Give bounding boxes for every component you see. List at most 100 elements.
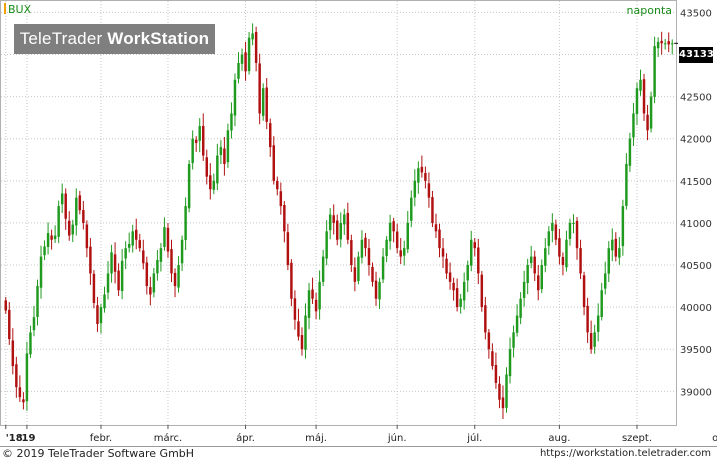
candle-up bbox=[385, 239, 388, 257]
candle-up bbox=[410, 197, 413, 221]
candle-up bbox=[60, 193, 64, 205]
candle-down bbox=[138, 240, 141, 249]
candle-down bbox=[89, 246, 92, 274]
candle-up bbox=[325, 231, 328, 259]
candle-down bbox=[11, 340, 15, 367]
candle-up bbox=[216, 155, 219, 184]
plot-area[interactable] bbox=[0, 0, 677, 426]
x-tick-label: júl. bbox=[466, 432, 482, 444]
candle-down bbox=[554, 224, 558, 240]
candle-up bbox=[635, 88, 639, 115]
candle-down bbox=[50, 235, 53, 240]
candle-up bbox=[152, 273, 156, 293]
candle-down bbox=[336, 220, 339, 240]
candle-down bbox=[582, 275, 586, 308]
candle-down bbox=[269, 123, 272, 148]
candle-down bbox=[371, 266, 374, 282]
candle-up bbox=[328, 214, 332, 231]
candle-up bbox=[656, 41, 660, 49]
candle-down bbox=[149, 287, 152, 295]
candle-down bbox=[484, 305, 487, 333]
y-tick-label: 43500 bbox=[680, 8, 712, 19]
candle-up bbox=[459, 298, 462, 307]
candle-up bbox=[53, 235, 57, 240]
candle-down bbox=[209, 175, 212, 190]
candle-up bbox=[607, 248, 610, 274]
candle-down bbox=[223, 148, 226, 164]
logo-bold-text: WorkStation bbox=[107, 29, 210, 48]
candle-up bbox=[103, 294, 106, 309]
candle-down bbox=[346, 212, 350, 240]
candle-down bbox=[265, 87, 268, 122]
candle-down bbox=[586, 305, 589, 333]
candle-down bbox=[258, 63, 261, 114]
copyright-text: © 2019 TeleTrader Software GmbH bbox=[2, 447, 195, 460]
candle-down bbox=[142, 250, 145, 264]
candle-down bbox=[113, 254, 117, 272]
interval-label[interactable]: naponta bbox=[626, 4, 672, 17]
candle-up bbox=[639, 79, 642, 91]
candle-up bbox=[226, 130, 230, 163]
candle-up bbox=[625, 163, 628, 206]
candle-down bbox=[431, 197, 434, 223]
y-tick-label: 42500 bbox=[680, 93, 712, 104]
candle-up bbox=[39, 256, 43, 288]
candle-up bbox=[628, 138, 632, 166]
candle-down bbox=[477, 247, 480, 274]
x-tick-label: máj. bbox=[305, 432, 327, 444]
candle-down bbox=[427, 183, 431, 198]
candle-down bbox=[491, 351, 494, 367]
candle-down bbox=[311, 289, 314, 299]
candle-down bbox=[18, 387, 22, 398]
candle-down bbox=[64, 193, 67, 219]
candle-up bbox=[596, 315, 600, 332]
candle-down bbox=[202, 125, 205, 156]
candle-down bbox=[244, 52, 247, 72]
candlestick-chart[interactable]: 39000 39500 40000 40500 41000 41500 42000 42500… bbox=[0, 0, 717, 446]
candle-down bbox=[96, 305, 99, 324]
candle-down bbox=[78, 195, 82, 211]
website-link[interactable]: https://workstation.teletrader.com bbox=[539, 448, 711, 459]
candle-up bbox=[36, 286, 39, 317]
candle-down bbox=[364, 237, 367, 249]
candle-up bbox=[526, 265, 529, 284]
candle-up bbox=[110, 252, 113, 274]
symbol-label[interactable]: BUX bbox=[4, 3, 31, 16]
candle-up bbox=[212, 180, 216, 190]
candle-up bbox=[406, 222, 409, 250]
x-tick-label: febr. bbox=[90, 433, 112, 444]
candle-up bbox=[357, 256, 360, 282]
y-tick-label: 40500 bbox=[680, 261, 712, 272]
candle-up bbox=[25, 353, 29, 402]
candle-up bbox=[191, 138, 194, 164]
candle-down bbox=[272, 145, 275, 181]
candle-down bbox=[494, 364, 498, 383]
candle-up bbox=[544, 248, 547, 266]
candle-up bbox=[233, 79, 237, 116]
candle-down bbox=[667, 41, 670, 45]
candle-down bbox=[579, 248, 582, 274]
candle-up bbox=[240, 54, 244, 64]
candle-down bbox=[392, 221, 395, 232]
x-tick-label: aug. bbox=[548, 433, 570, 444]
candle-down bbox=[166, 227, 170, 252]
candle-down bbox=[82, 209, 85, 223]
candle-down bbox=[290, 262, 293, 299]
candle-down bbox=[332, 215, 335, 223]
y-tick-label: 40000 bbox=[680, 303, 712, 314]
candle-down bbox=[445, 258, 448, 274]
candle-up bbox=[649, 96, 653, 129]
y-tick-label: 41000 bbox=[680, 219, 712, 230]
candle-up bbox=[180, 239, 184, 264]
candle-up bbox=[381, 256, 385, 280]
x-tick-label: márc. bbox=[154, 432, 182, 444]
candle-down bbox=[501, 397, 505, 409]
candle-up bbox=[540, 265, 543, 290]
candle-down bbox=[473, 242, 476, 249]
candle-down bbox=[173, 272, 177, 287]
candle-down bbox=[135, 229, 138, 240]
footer-divider bbox=[0, 446, 717, 447]
candle-up bbox=[124, 248, 127, 259]
candle-up bbox=[621, 206, 625, 247]
candle-up bbox=[184, 206, 187, 241]
